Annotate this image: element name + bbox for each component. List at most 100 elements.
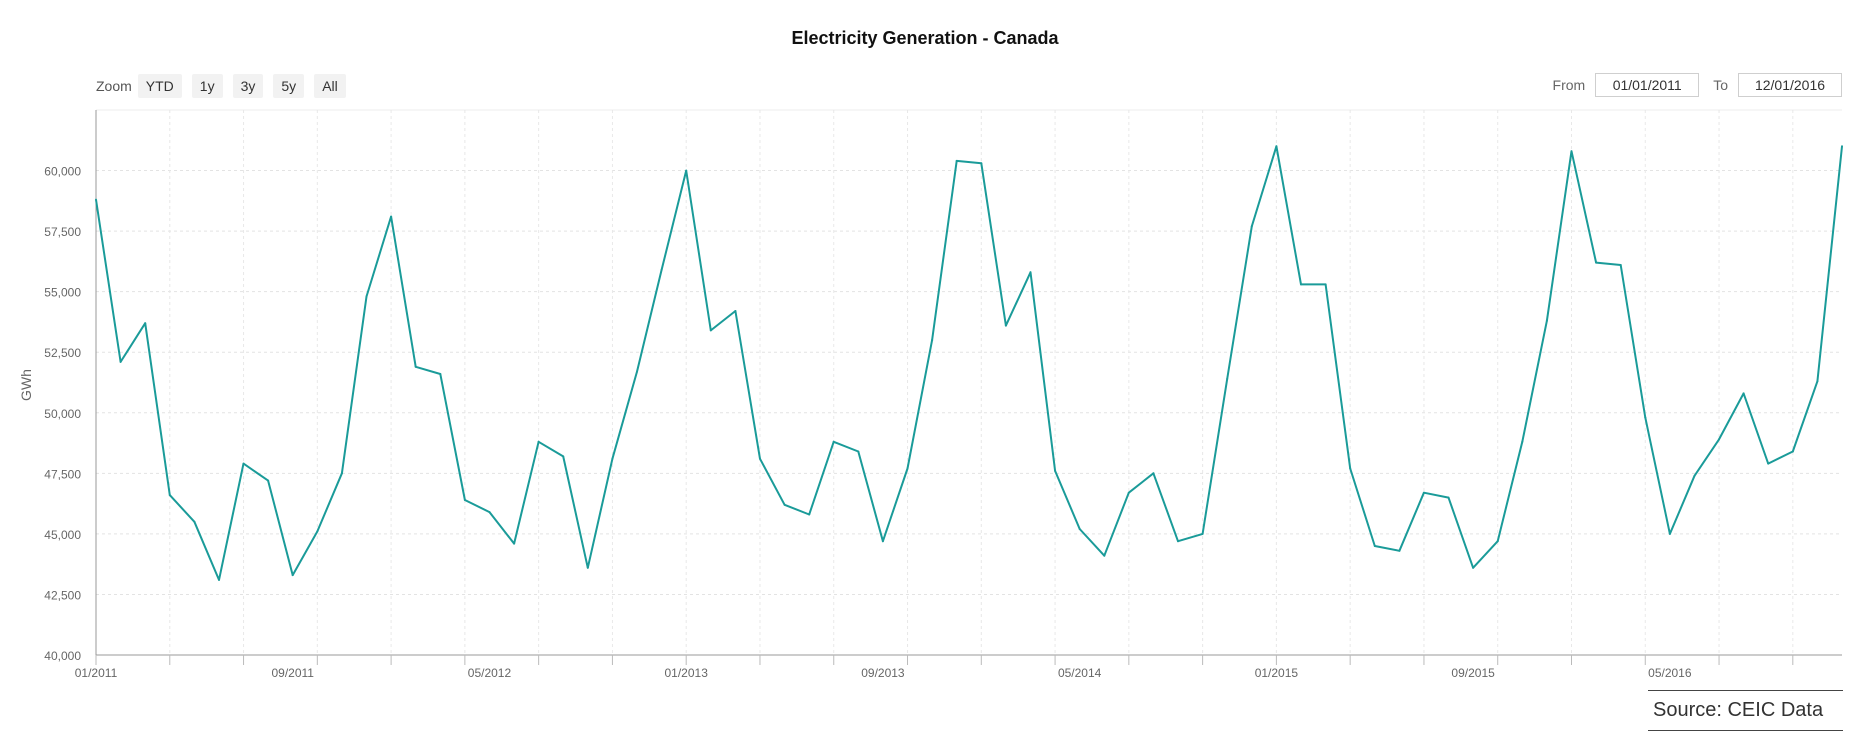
zoom-ytd-button[interactable]: YTD: [137, 74, 182, 98]
data-point: [1841, 145, 1843, 148]
data-point: [1324, 283, 1327, 286]
data-point: [316, 530, 319, 533]
data-point: [734, 310, 737, 312]
data-point: [1300, 283, 1302, 286]
data-point: [119, 360, 122, 363]
data-point: [881, 540, 884, 543]
data-point: [168, 494, 171, 497]
data-point: [1078, 528, 1081, 530]
y-axis-ticks: 40,000 42,500 45,000 47,500 50,000 52,500 55,0…: [44, 165, 81, 663]
zoom-all-button[interactable]: All: [314, 74, 346, 98]
data-point: [439, 373, 442, 375]
y-tick-label: 47,500: [44, 467, 81, 481]
data-point: [1275, 145, 1278, 148]
data-point: [1398, 549, 1401, 552]
data-point: [242, 462, 245, 465]
zoom-label: Zoom: [96, 78, 132, 94]
source-note: Source: CEIC Data: [1648, 690, 1843, 731]
y-tick-label: 42,500: [44, 588, 81, 602]
x-tick-label: 05/2014: [1058, 666, 1102, 680]
y-tick-label: 60,000: [44, 165, 81, 179]
x-tick-label: 05/2012: [468, 666, 512, 680]
data-point: [1718, 438, 1720, 441]
data-point: [488, 511, 491, 514]
y-tick-label: 45,000: [44, 528, 81, 542]
zoom-3y-button[interactable]: 3y: [232, 74, 264, 98]
data-point: [759, 457, 761, 460]
data-point: [1152, 472, 1155, 475]
data-point: [857, 450, 860, 453]
zoom-1y-button[interactable]: 1y: [191, 74, 223, 98]
x-tick-label: 01/2011: [75, 666, 118, 680]
data-point: [1644, 416, 1647, 419]
data-point: [463, 499, 466, 501]
data-point: [218, 578, 220, 581]
data-point: [1496, 540, 1499, 543]
data-point: [340, 472, 343, 475]
data-point: [365, 295, 368, 298]
data-point: [1422, 491, 1425, 494]
data-point: [1226, 377, 1229, 380]
data-point: [1349, 467, 1352, 470]
data-point: [1545, 319, 1548, 322]
data-point: [1472, 566, 1475, 569]
data-point: [291, 574, 294, 577]
data-point: [1250, 225, 1253, 228]
data-point: [1004, 324, 1007, 327]
from-label: From: [1552, 77, 1586, 93]
y-tick-label: 40,000: [44, 649, 81, 663]
data-point: [95, 198, 97, 201]
data-point: [1693, 474, 1696, 477]
zoom-controls: Zoom YTD 1y 3y 5y All: [96, 74, 356, 98]
data-point: [931, 339, 934, 342]
y-axis-label: GWh: [18, 369, 34, 401]
data-point: [1201, 532, 1204, 535]
data-point: [562, 455, 565, 458]
data-point: [586, 566, 589, 569]
data-point: [1791, 450, 1794, 453]
data-point: [685, 169, 688, 172]
x-tick-label: 09/2013: [861, 666, 905, 680]
data-point: [193, 520, 196, 523]
data-point: [783, 503, 786, 506]
x-tick-label: 09/2011: [271, 666, 314, 680]
data-point: [1619, 264, 1622, 266]
data-point: [1816, 380, 1819, 383]
to-label: To: [1713, 77, 1728, 93]
data-point: [1373, 545, 1376, 547]
data-point: [980, 162, 983, 165]
data-point: [906, 467, 909, 470]
data-point: [832, 440, 835, 443]
data-point: [144, 322, 147, 325]
data-point: [537, 440, 540, 443]
y-tick-label: 52,500: [44, 346, 81, 360]
date-range-selector: From To: [1553, 73, 1842, 97]
data-point: [1595, 261, 1598, 264]
chart-title: Electricity Generation - Canada: [791, 28, 1059, 48]
data-point: [1742, 392, 1745, 395]
x-tick-label: 01/2013: [665, 666, 709, 680]
y-tick-label: 50,000: [44, 407, 81, 421]
data-point: [611, 457, 614, 460]
from-date-input[interactable]: [1595, 73, 1700, 97]
y-tick-label: 57,500: [44, 225, 81, 239]
zoom-5y-button[interactable]: 5y: [273, 74, 305, 98]
data-point: [1127, 491, 1130, 494]
data-point: [267, 479, 270, 482]
data-point: [660, 268, 663, 271]
data-point: [1570, 150, 1573, 153]
data-point: [955, 159, 958, 162]
y-tick-label: 55,000: [44, 286, 81, 300]
data-point: [636, 370, 638, 373]
to-date-input[interactable]: [1738, 73, 1842, 97]
x-tick-label: 09/2015: [1451, 666, 1495, 680]
x-tick-label: 05/2016: [1648, 666, 1692, 680]
series-line: [95, 145, 1843, 581]
data-point: [709, 329, 712, 332]
data-point: [414, 365, 417, 368]
data-point: [1447, 496, 1450, 499]
data-point: [513, 542, 516, 545]
x-tick-label: 01/2015: [1255, 666, 1299, 680]
data-point: [1103, 554, 1106, 557]
